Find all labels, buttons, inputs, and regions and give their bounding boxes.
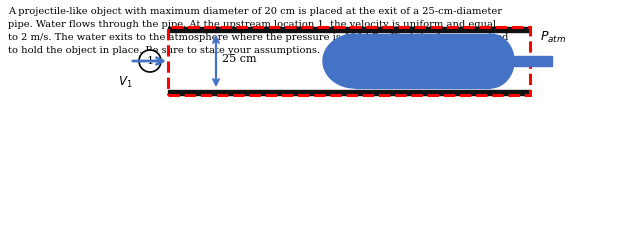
Text: 25 cm: 25 cm xyxy=(222,54,256,64)
Bar xyxy=(168,27,530,95)
Bar xyxy=(168,27,530,32)
Bar xyxy=(514,56,552,66)
Bar xyxy=(355,34,490,88)
Text: 1: 1 xyxy=(147,56,153,66)
Text: A projectile-like object with maximum diameter of 20 cm is placed at the exit of: A projectile-like object with maximum di… xyxy=(8,7,509,54)
Bar xyxy=(168,90,530,95)
Text: $V_1$: $V_1$ xyxy=(118,75,132,90)
Circle shape xyxy=(139,50,161,72)
Polygon shape xyxy=(490,34,514,88)
Text: $P_{atm}$: $P_{atm}$ xyxy=(540,30,566,45)
Polygon shape xyxy=(323,34,355,88)
